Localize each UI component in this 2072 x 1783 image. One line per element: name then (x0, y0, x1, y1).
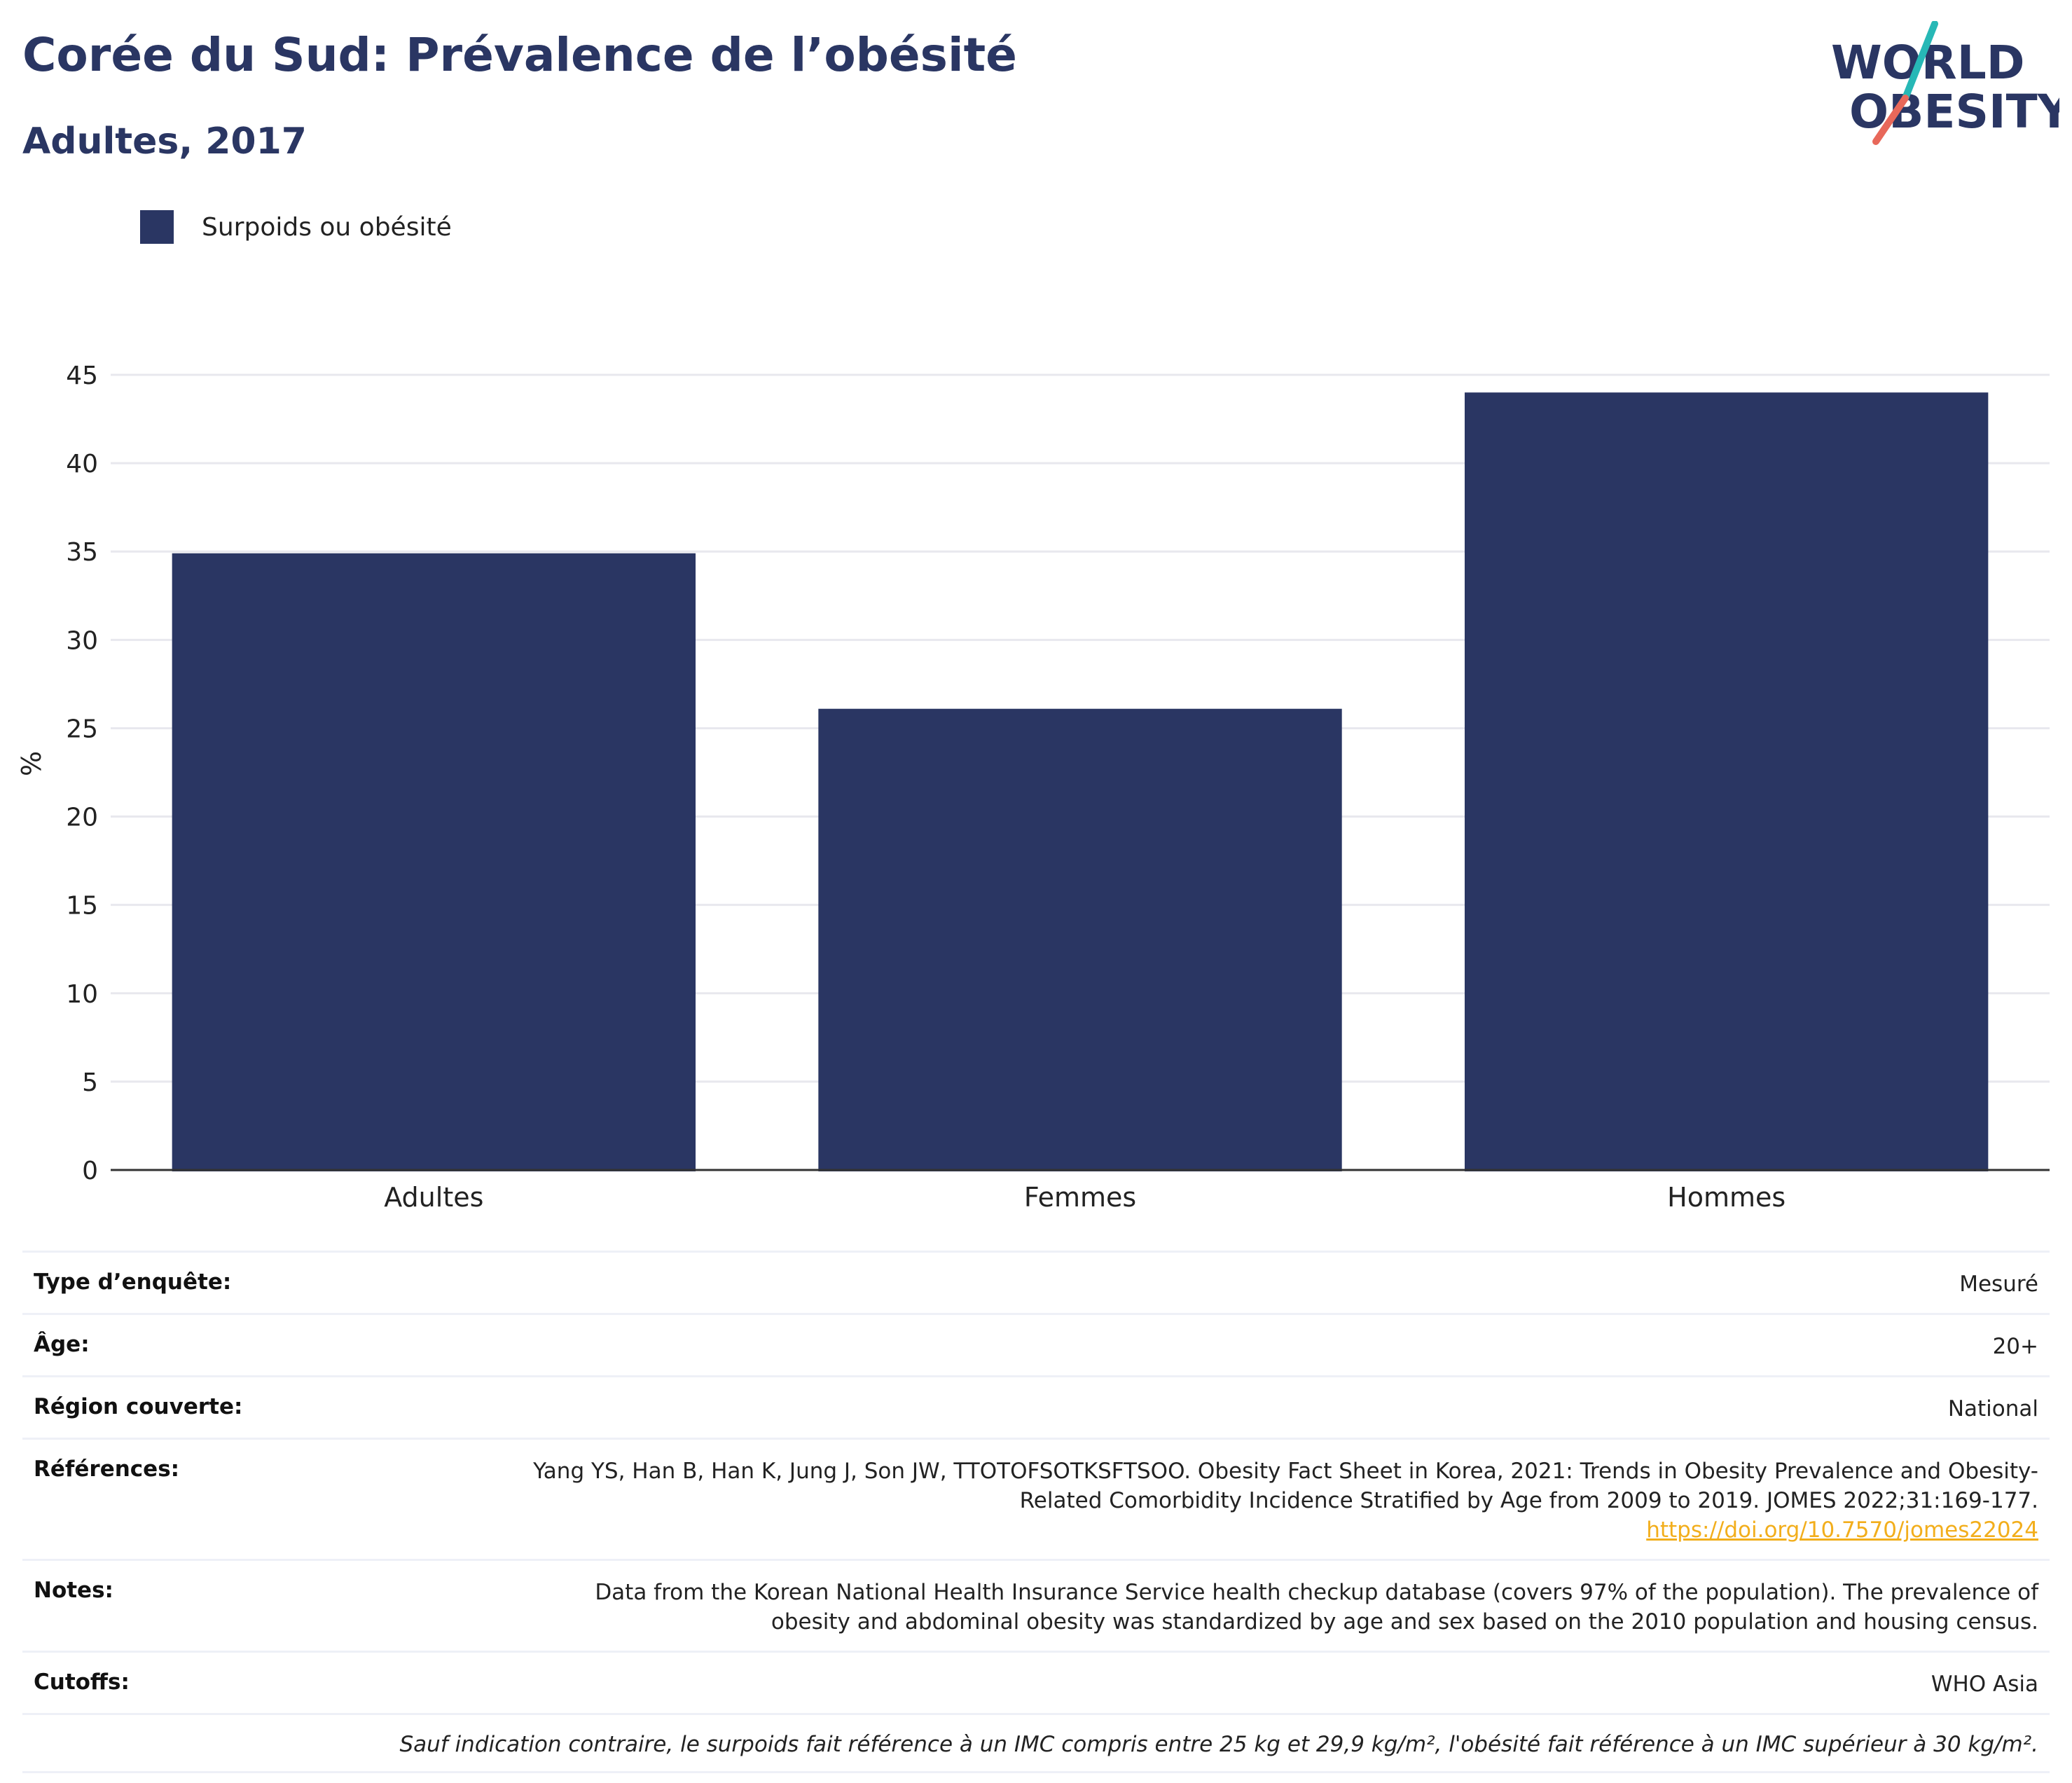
x-tick-label: Hommes (1667, 1182, 1786, 1213)
info-value: 20+ (1993, 1332, 2038, 1361)
y-tick-label: 0 (82, 1157, 98, 1185)
info-value-text: WHO Asia (1931, 1672, 2038, 1697)
info-key: Âge: (34, 1332, 90, 1357)
info-key: Cutoffs: (34, 1670, 130, 1695)
info-row: Cutoffs: WHO Asia (22, 1651, 2050, 1713)
info-value: National (1948, 1394, 2038, 1424)
y-tick-label: 25 (66, 715, 98, 743)
axes: 0 5 10 15 20 25 30 35 40 45 Adultes Femmes Hommes (66, 362, 2050, 1213)
chart-title: Corée du Sud: Prévalence de l’obésité (22, 28, 1017, 82)
info-value-text: National (1947, 1396, 2038, 1421)
info-row: Âge: 20+ (22, 1313, 2050, 1375)
legend: Surpoids ou obésité (140, 207, 452, 247)
y-tick-label: 45 (66, 362, 98, 390)
info-value-text: 20+ (1992, 1334, 2038, 1359)
y-tick-label: 20 (66, 804, 98, 832)
logo-slash-bottom (1872, 95, 1909, 145)
info-row: Région couverte: National (22, 1375, 2050, 1438)
y-tick-label: 30 (66, 626, 98, 655)
y-tick-label: 40 (66, 450, 98, 479)
info-value: WHO Asia (1931, 1670, 2038, 1699)
bar-chart: 0 5 10 15 20 25 30 35 40 45 Adultes Femmes Hommes % (16, 362, 2050, 1213)
logo-slash-top (1902, 20, 1938, 102)
footnote: Sauf indication contraire, le surpoids f… (22, 1713, 2050, 1773)
info-value: Mesuré (1959, 1269, 2038, 1299)
info-value: Yang YS, Han B, Han K, Jung J, Son JW, T… (532, 1457, 2038, 1545)
x-tick-label: Femmes (1024, 1182, 1136, 1213)
reference-link[interactable]: https://doi.org/10.7570/jomes22024 (1646, 1517, 2038, 1543)
bar-hommes[interactable] (1464, 392, 1989, 1172)
y-tick-label: 5 (82, 1068, 98, 1097)
bar-adultes[interactable] (172, 553, 696, 1171)
bars (172, 392, 1989, 1172)
info-value-text: Data from the Korean National Health Ins… (595, 1580, 2038, 1634)
info-value-text: Mesuré (1959, 1272, 2038, 1297)
y-tick-label: 35 (66, 538, 98, 567)
legend-swatch[interactable] (140, 210, 174, 244)
info-row: Type d’enquête: Mesuré (22, 1251, 2050, 1313)
y-axis-label: % (16, 751, 47, 776)
x-tick-label: Adultes (384, 1182, 483, 1213)
y-tick-label: 10 (66, 980, 98, 1009)
legend-label[interactable]: Surpoids ou obésité (202, 212, 452, 242)
info-row: Références: Yang YS, Han B, Han K, Jung J… (22, 1438, 2050, 1559)
info-value-text: Yang YS, Han B, Han K, Jung J, Son JW, T… (533, 1459, 2038, 1513)
bar-femmes[interactable] (818, 708, 1342, 1171)
info-key: Type d’enquête: (34, 1269, 232, 1295)
y-tick-label: 15 (66, 892, 98, 921)
info-key: Région couverte: (34, 1394, 243, 1419)
info-key: Notes: (34, 1578, 113, 1603)
info-table: Type d’enquête: Mesuré Âge: 20+ Région couve… (22, 1251, 2050, 1773)
chart-subtitle: Adultes, 2017 (22, 121, 307, 163)
info-row: Notes: Data from the Korean National Heal… (22, 1559, 2050, 1651)
info-key: Références: (34, 1457, 180, 1482)
world-obesity-logo: WORLD OBESITY (1821, 20, 2072, 154)
info-value: Data from the Korean National Health Ins… (532, 1578, 2038, 1637)
